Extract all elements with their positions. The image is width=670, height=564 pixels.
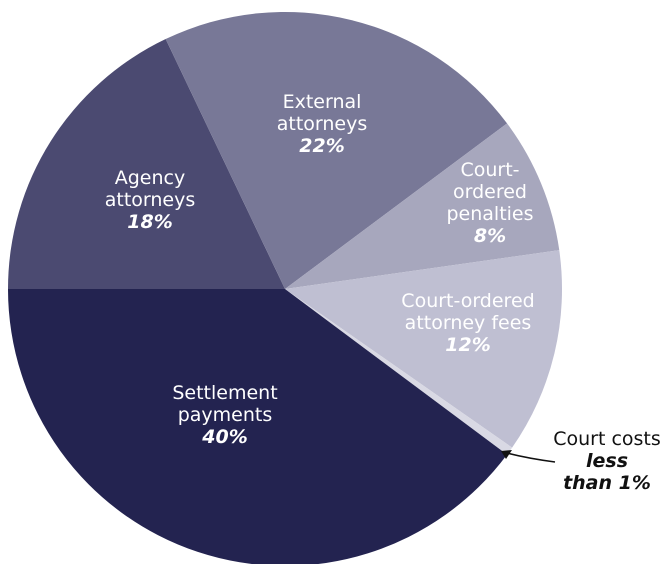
slice-label: Settlement payments 40% [125,382,325,448]
value-label: 22% [299,135,345,157]
category-name: Court costs [553,428,661,450]
slice-label: External attorneys 22% [242,91,402,157]
pie-slice [8,289,508,564]
category-name: Court-ordered attorney fees [401,290,535,334]
pie-slice [8,39,285,290]
value-label: 18% [127,211,173,233]
value-label: less than 1% [563,450,651,494]
slice-label: Court-ordered attorney fees 12% [381,290,556,356]
value-label: 40% [202,426,248,448]
category-name: Agency attorneys [104,167,196,211]
slice-label: Court-ordered penalties 8% [440,159,540,247]
value-label: 8% [473,225,507,247]
slice-label: Court costs less than 1% [545,428,670,494]
slice-label: Agency attorneys 18% [80,167,220,233]
pie-slice [165,12,508,289]
pie-slice [285,123,560,290]
value-label: 12% [445,334,491,356]
pie-slice [285,289,513,455]
pie-slice [285,250,562,448]
category-name: External attorneys [276,91,368,135]
category-name: Settlement payments [172,382,278,426]
category-name: Court-ordered penalties [446,159,534,225]
pointer-arrow [501,450,512,459]
